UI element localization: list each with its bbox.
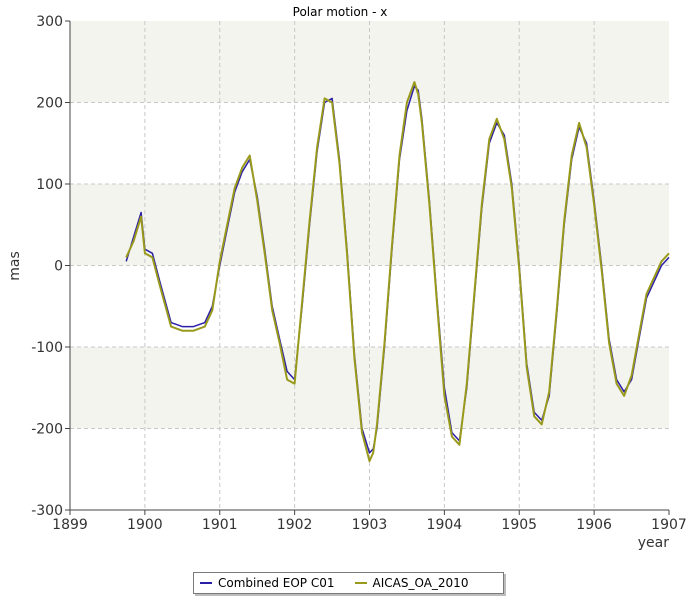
x-tick-label: 1900 bbox=[127, 517, 163, 533]
legend-label: AICAS_OA_2010 bbox=[372, 576, 469, 590]
y-tick-label: -300 bbox=[31, 503, 63, 519]
plot-band bbox=[70, 21, 669, 103]
y-axis-label: mas bbox=[7, 251, 23, 281]
y-tick-label: -100 bbox=[31, 340, 63, 356]
legend-item-series-1[interactable]: AICAS_OA_2010 bbox=[354, 576, 469, 590]
y-tick-label: 100 bbox=[36, 177, 63, 193]
x-tick-label: 1901 bbox=[202, 517, 238, 533]
legend-swatch-icon bbox=[200, 582, 212, 584]
chart-title: Polar motion - x bbox=[293, 5, 388, 19]
y-tick-label: -200 bbox=[31, 422, 63, 438]
x-tick-label: 1905 bbox=[501, 517, 537, 533]
x-tick-label: 1904 bbox=[427, 517, 463, 533]
x-axis-label: year bbox=[638, 535, 669, 551]
series-line-1 bbox=[125, 81, 670, 463]
legend: Combined EOP C01 AICAS_OA_2010 bbox=[193, 572, 504, 594]
legend-swatch-icon bbox=[354, 582, 367, 584]
x-tick-label: 1899 bbox=[52, 517, 88, 533]
y-tick-label: 200 bbox=[36, 96, 63, 112]
x-tick-label: 1907 bbox=[651, 517, 687, 533]
x-tick-label: 1906 bbox=[576, 517, 612, 533]
y-tick-label: 300 bbox=[36, 14, 63, 30]
axes bbox=[65, 20, 670, 515]
x-tick-label: 1902 bbox=[277, 517, 313, 533]
x-tick-label: 1903 bbox=[352, 517, 388, 533]
series-lines bbox=[125, 81, 670, 463]
legend-label: Combined EOP C01 bbox=[218, 576, 335, 590]
legend-item-series-0[interactable]: Combined EOP C01 bbox=[200, 576, 335, 590]
y-tick-label: 0 bbox=[54, 259, 63, 275]
